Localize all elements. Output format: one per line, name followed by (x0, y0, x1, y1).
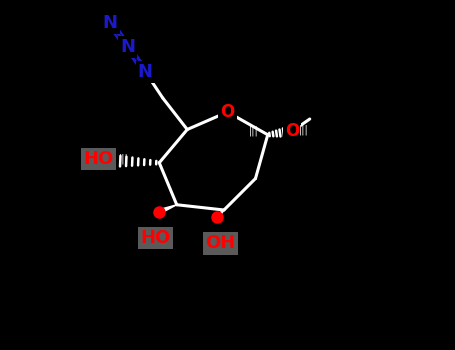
Text: OH: OH (205, 234, 236, 252)
Polygon shape (158, 205, 177, 214)
Text: O: O (285, 122, 299, 140)
Text: |||: ||| (119, 154, 129, 164)
Text: N: N (103, 14, 118, 32)
Text: |||: ||| (298, 124, 308, 135)
Text: O: O (220, 103, 235, 121)
Text: HO: HO (84, 150, 114, 168)
Text: HO: HO (141, 229, 171, 247)
Text: |||: ||| (249, 126, 259, 136)
Text: N: N (120, 38, 135, 56)
Text: N: N (138, 63, 153, 81)
Polygon shape (216, 210, 224, 218)
